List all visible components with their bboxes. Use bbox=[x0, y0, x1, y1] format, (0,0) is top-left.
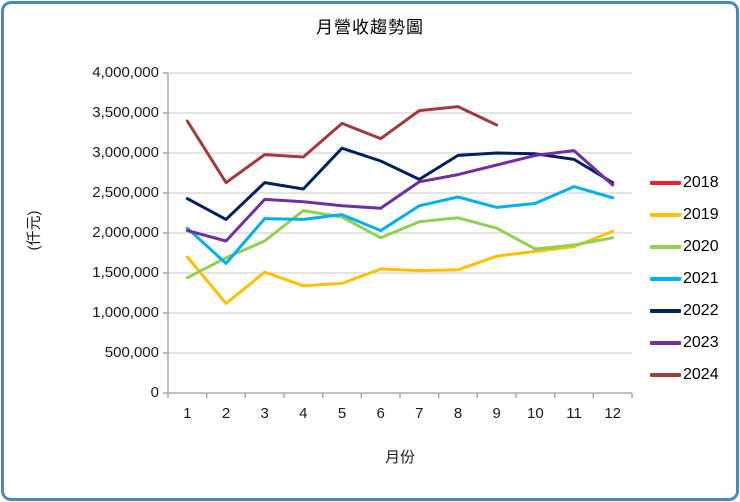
legend-swatch-2021 bbox=[650, 276, 681, 281]
legend-swatch-2018 bbox=[650, 180, 681, 185]
x-tick-label: 2 bbox=[222, 405, 230, 422]
x-tick-label: 1 bbox=[183, 405, 191, 422]
x-tick-label: 12 bbox=[604, 405, 621, 422]
legend-item-2018: 2018 bbox=[650, 172, 719, 193]
x-axis-title: 月份 bbox=[384, 449, 415, 466]
legend-label: 2018 bbox=[683, 173, 719, 191]
x-tick-label: 11 bbox=[566, 405, 582, 422]
y-tick-label: 4,000,000 bbox=[92, 64, 159, 81]
legend-swatch-2023 bbox=[650, 340, 681, 345]
series-line-2023 bbox=[185, 149, 615, 243]
legend-swatch-2019 bbox=[650, 212, 681, 217]
x-tick-label: 5 bbox=[338, 405, 346, 422]
legend-item-2023: 2023 bbox=[650, 332, 719, 353]
axis-ticks bbox=[163, 72, 633, 398]
y-tick-label: 2,000,000 bbox=[92, 224, 159, 241]
legend-label: 2022 bbox=[683, 301, 719, 319]
gridlines bbox=[168, 72, 632, 354]
x-tick-label: 6 bbox=[376, 405, 384, 422]
legend-label: 2021 bbox=[683, 269, 719, 287]
legend-swatch-2022 bbox=[650, 308, 681, 313]
legend-item-2019: 2019 bbox=[650, 204, 719, 225]
series-line-2021 bbox=[185, 185, 615, 265]
x-tick-label: 10 bbox=[527, 405, 544, 422]
legend-label: 2024 bbox=[683, 365, 719, 383]
x-tick-label: 9 bbox=[492, 405, 500, 422]
legend-item-2022: 2022 bbox=[650, 300, 719, 321]
legend-label: 2020 bbox=[683, 237, 719, 255]
legend-item-2020: 2020 bbox=[650, 236, 719, 257]
y-tick-label: 0 bbox=[151, 384, 159, 401]
chart-legend: 2018 2019 2020 2021 2022 2023 2024 bbox=[650, 172, 719, 396]
y-tick-label: 1,500,000 bbox=[92, 264, 159, 281]
x-tick-label: 4 bbox=[299, 405, 307, 422]
y-tick-label: 2,500,000 bbox=[92, 184, 159, 201]
legend-item-2021: 2021 bbox=[650, 268, 719, 289]
x-tick-label: 7 bbox=[415, 405, 423, 422]
chart-title: 月營收趨勢圖 bbox=[316, 18, 424, 37]
legend-item-2024: 2024 bbox=[650, 364, 719, 385]
legend-swatch-2020 bbox=[650, 244, 681, 249]
x-tick-label: 8 bbox=[454, 405, 462, 422]
series-line-2019 bbox=[185, 229, 615, 305]
series-line-2022 bbox=[185, 146, 615, 221]
y-tick-label: 3,500,000 bbox=[92, 104, 159, 121]
legend-label: 2019 bbox=[683, 205, 719, 223]
x-tick-label: 3 bbox=[260, 405, 268, 422]
series-line-2024 bbox=[185, 105, 499, 185]
y-tick-label: 500,000 bbox=[105, 344, 159, 361]
legend-swatch-2024 bbox=[650, 372, 681, 377]
series-line-2020 bbox=[185, 209, 615, 280]
y-tick-label: 1,000,000 bbox=[92, 304, 159, 321]
y-tick-label: 3,000,000 bbox=[92, 144, 159, 161]
legend-label: 2023 bbox=[683, 333, 719, 351]
